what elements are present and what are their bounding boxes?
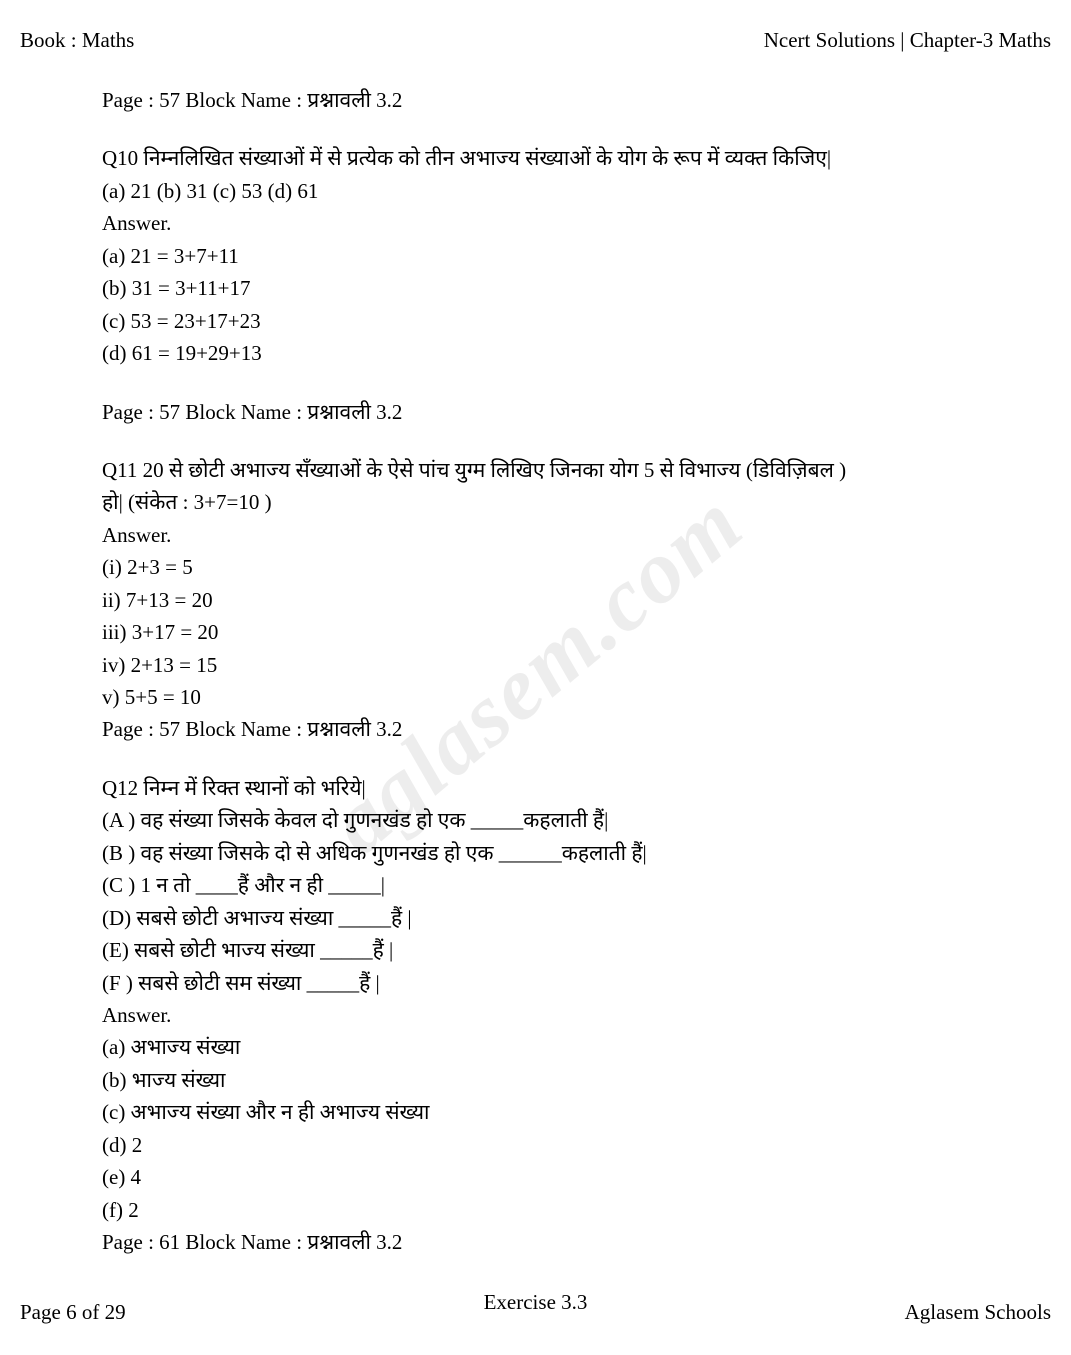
page-header: Book : Maths Ncert Solutions | Chapter-3… [0, 0, 1071, 53]
text-line: (a) 21 = 3+7+11 [102, 241, 969, 271]
text-line: (d) 2 [102, 1130, 969, 1160]
text-line: (B ) वह संख्या जिसके दो से अधिक गुणनखंड … [102, 838, 969, 868]
text-line: Answer. [102, 208, 969, 238]
block-1: Q10 निम्नलिखित संख्याओं में से प्रत्येक … [102, 143, 969, 368]
text-line: v) 5+5 = 10 [102, 682, 969, 712]
header-left: Book : Maths [20, 28, 134, 53]
text-line: Answer. [102, 520, 969, 550]
text-line: (C ) 1 न तो ____हैं और न ही _____| [102, 870, 969, 900]
text-line: Page : 57 Block Name : प्रश्नावली 3.2 [102, 85, 969, 115]
text-line: (a) 21 (b) 31 (c) 53 (d) 61 [102, 176, 969, 206]
text-line: (c) 53 = 23+17+23 [102, 306, 969, 336]
text-line: (b) 31 = 3+11+17 [102, 273, 969, 303]
text-line: Q12 निम्न में रिक्त स्थानों को भरिये| [102, 773, 969, 803]
text-line: iii) 3+17 = 20 [102, 617, 969, 647]
text-line: Page : 57 Block Name : प्रश्नावली 3.2 [102, 397, 969, 427]
text-line: (F ) सबसे छोटी सम संख्या _____हैं | [102, 968, 969, 998]
page-footer: Page 6 of 29 Aglasem Schools [0, 1300, 1071, 1325]
footer-left: Page 6 of 29 [20, 1300, 126, 1325]
text-line: (D) सबसे छोटी अभाज्य संख्या _____हैं | [102, 903, 969, 933]
text-line: Answer. [102, 1000, 969, 1030]
text-line: (c) अभाज्य संख्या और न ही अभाज्य संख्या [102, 1097, 969, 1127]
footer-right: Aglasem Schools [905, 1300, 1051, 1325]
text-line: Q11 20 से छोटी अभाज्य सँख्याओं के ऐसे पा… [102, 455, 969, 485]
text-line: (A ) वह संख्या जिसके केवल दो गुणनखंड हो … [102, 805, 969, 835]
text-line: (d) 61 = 19+29+13 [102, 338, 969, 368]
text-line: (E) सबसे छोटी भाज्य संख्या _____हैं | [102, 935, 969, 965]
text-line: हो| (संकेत : 3+7=10 ) [102, 487, 969, 517]
text-line: Page : 57 Block Name : प्रश्नावली 3.2 [102, 714, 969, 744]
text-line: iv) 2+13 = 15 [102, 650, 969, 680]
text-line: ii) 7+13 = 20 [102, 585, 969, 615]
header-right: Ncert Solutions | Chapter-3 Maths [764, 28, 1051, 53]
text-line: (f) 2 [102, 1195, 969, 1225]
block-2: Page : 57 Block Name : प्रश्नावली 3.2 [102, 397, 969, 427]
text-line: Page : 61 Block Name : प्रश्नावली 3.2 [102, 1227, 969, 1257]
text-line: (b) भाज्य संख्या [102, 1065, 969, 1095]
page-content: Page : 57 Block Name : प्रश्नावली 3.2 Q1… [0, 53, 1071, 1318]
text-line: (e) 4 [102, 1162, 969, 1192]
text-line: Q10 निम्नलिखित संख्याओं में से प्रत्येक … [102, 143, 969, 173]
text-line: (i) 2+3 = 5 [102, 552, 969, 582]
block-3: Q11 20 से छोटी अभाज्य सँख्याओं के ऐसे पा… [102, 455, 969, 745]
block-4: Q12 निम्न में रिक्त स्थानों को भरिये| (A… [102, 773, 969, 1258]
text-line: (a) अभाज्य संख्या [102, 1032, 969, 1062]
block-0: Page : 57 Block Name : प्रश्नावली 3.2 [102, 85, 969, 115]
